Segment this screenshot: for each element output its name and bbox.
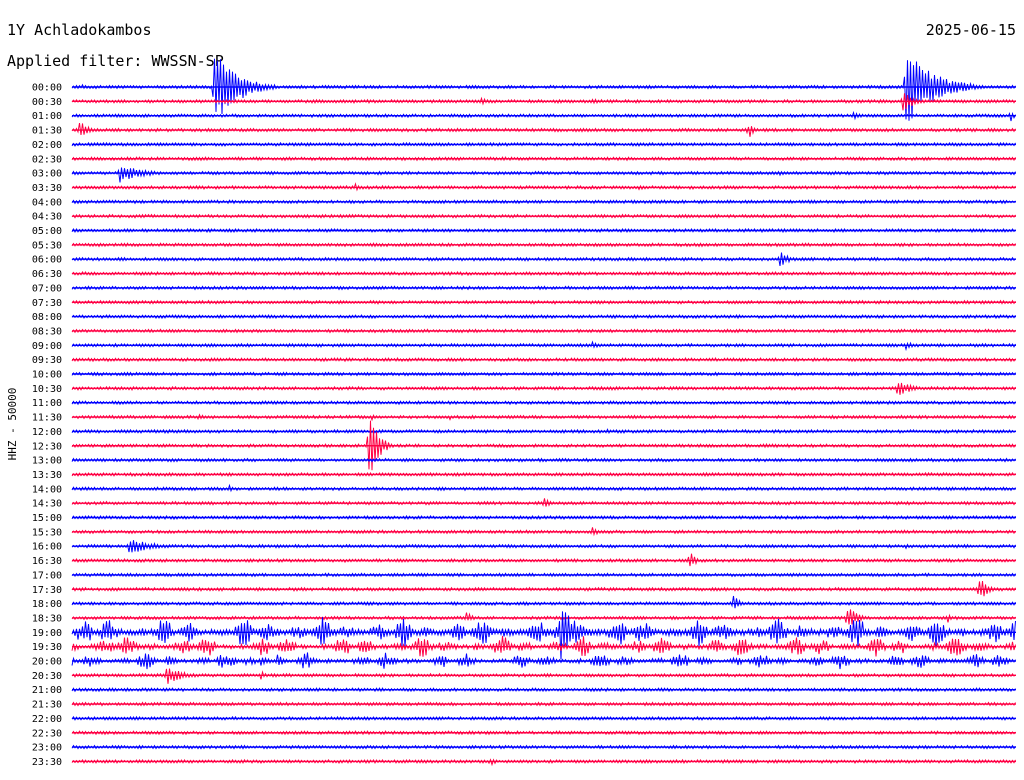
row-time-label: 05:30	[32, 240, 62, 251]
trace-group	[71, 58, 1016, 767]
row-time-label: 18:00	[32, 599, 62, 610]
row-time-label: 03:00	[32, 169, 62, 180]
row-time-label: 14:30	[32, 499, 62, 510]
trace-row	[71, 668, 1016, 684]
trace-row	[71, 527, 1016, 537]
row-time-label: 04:00	[32, 197, 62, 208]
row-time-label: 14:00	[32, 484, 62, 495]
row-time-label: 23:00	[32, 743, 62, 754]
row-time-label: 20:00	[32, 657, 62, 668]
date-label: 2025-06-15	[926, 21, 1016, 39]
row-time-label: 09:30	[32, 355, 62, 366]
row-time-label: 02:30	[32, 154, 62, 165]
row-time-label: 10:00	[32, 370, 62, 381]
row-time-label: 17:00	[32, 570, 62, 581]
trace-row	[71, 595, 1016, 609]
row-time-label: 00:30	[32, 97, 62, 108]
row-time-label: 06:30	[32, 269, 62, 280]
filter-label: Applied filter: WWSSN-SP	[7, 52, 224, 70]
row-time-label: 20:30	[32, 671, 62, 682]
row-time-label: 04:30	[32, 212, 62, 223]
row-time-label: 10:30	[32, 384, 62, 395]
row-time-label: 21:30	[32, 700, 62, 711]
row-time-label: 02:00	[32, 140, 62, 151]
row-time-label: 11:30	[32, 413, 62, 424]
row-time-label: 19:30	[32, 642, 62, 653]
row-time-label: 19:00	[32, 628, 62, 639]
row-time-label: 00:00	[32, 83, 62, 94]
row-time-label: 13:30	[32, 470, 62, 481]
row-time-label: 03:30	[32, 183, 62, 194]
row-time-label: 06:00	[32, 255, 62, 266]
row-time-label: 11:00	[32, 398, 62, 409]
row-time-label: 22:00	[32, 714, 62, 725]
row-time-label: 05:00	[32, 226, 62, 237]
station-title: 1Y Achladokambos	[7, 21, 152, 39]
time-label-group: 00:00 00:30 01:00 01:30 02:00 02:30 03:00 03:30…	[32, 83, 62, 768]
channel-axis-label: HHZ - 50000	[6, 388, 19, 461]
row-time-label: 23:30	[32, 757, 62, 768]
row-time-label: 15:30	[32, 527, 62, 538]
row-time-label: 12:00	[32, 427, 62, 438]
row-time-label: 08:30	[32, 326, 62, 337]
row-time-label: 07:30	[32, 298, 62, 309]
row-time-label: 16:00	[32, 542, 62, 553]
row-time-label: 09:00	[32, 341, 62, 352]
row-time-label: 18:30	[32, 613, 62, 624]
row-time-label: 13:00	[32, 456, 62, 467]
row-time-label: 17:30	[32, 585, 62, 596]
trace-row	[71, 167, 1016, 183]
row-time-label: 21:00	[32, 685, 62, 696]
row-time-label: 12:30	[32, 441, 62, 452]
trace-row	[71, 609, 1016, 625]
row-time-label: 15:00	[32, 513, 62, 524]
row-time-label: 01:00	[32, 111, 62, 122]
row-time-label: 08:00	[32, 312, 62, 323]
row-time-label: 16:30	[32, 556, 62, 567]
trace-row	[71, 498, 1016, 507]
trace-row	[71, 110, 1016, 122]
row-time-label: 01:30	[32, 126, 62, 137]
row-time-label: 22:30	[32, 728, 62, 739]
row-time-label: 07:00	[32, 283, 62, 294]
